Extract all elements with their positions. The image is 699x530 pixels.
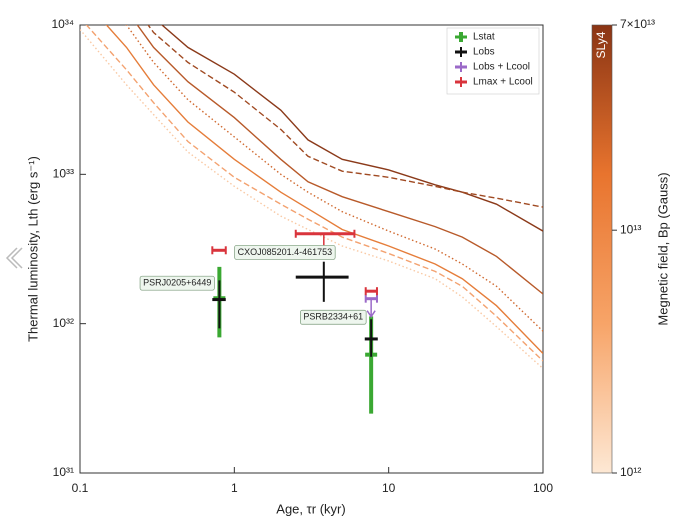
y-tick-label: 10³¹ [53,465,74,479]
colorbar-tick-label: 10¹³ [620,222,641,236]
x-axis-label: Age, τr (kyr) [276,501,345,516]
cooling-curve [147,25,543,208]
side-handle[interactable] [5,247,23,269]
annotation-box [300,309,367,325]
cooling-curve [136,25,543,295]
y-tick-label: 10³² [53,316,74,330]
legend-label: Lmax + Lcool [473,77,533,88]
colorbar-tag: SLy4 [594,31,608,58]
cooling-curve [125,25,543,332]
colorbar-tick-label: 10¹² [620,465,641,479]
plot-frame [79,24,544,474]
upper-limit-arrow [366,298,376,319]
x-tick-label: 10 [382,481,396,495]
y-tick-label: 10³⁴ [52,17,75,31]
annotation: PSRJ0205+6449 [143,278,211,288]
annotation-box [139,275,215,291]
y-axis-label: Thermal luminosity, Lth (erg s⁻¹) [25,156,40,342]
cooling-curve [80,29,543,370]
plot-area [80,25,543,414]
x-tick-label: 0.1 [72,481,89,495]
annotation: CXOJ085201.4-461753 [238,247,333,257]
annotation: PSRB2334+61 [303,312,363,322]
legend-label: Lstat [473,32,495,43]
x-tick-label: 100 [533,481,553,495]
colorbar-tick-label: 7×10¹³ [620,17,655,31]
annotation-box [234,245,336,260]
colorbar-label: Megnetic field, Bp (Gauss) [655,172,670,325]
cooling-curve [105,25,543,354]
y-tick-label: 10³³ [53,167,74,181]
legend-label: Lobs + Lcool [473,62,530,73]
cooling-curve [85,25,543,362]
x-tick-label: 1 [231,481,238,495]
legend-label: Lobs [473,47,495,58]
colorbar [591,24,613,474]
